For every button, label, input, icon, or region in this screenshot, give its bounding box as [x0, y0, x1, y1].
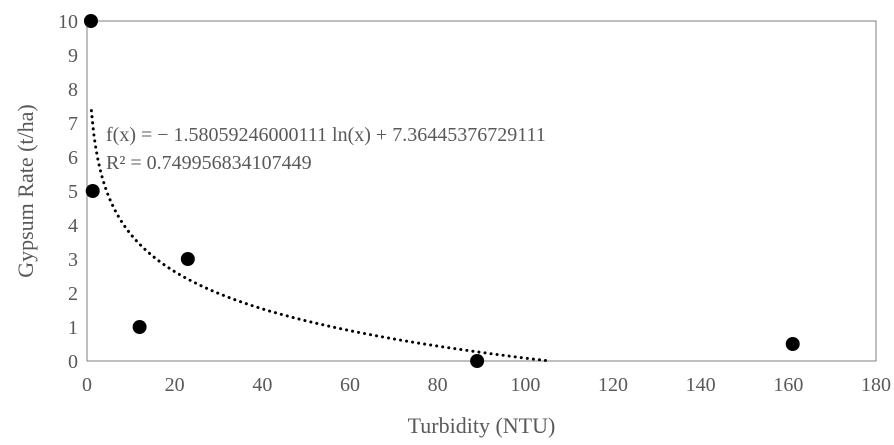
y-tick-label: 0 — [68, 351, 78, 373]
x-tick-label: 120 — [598, 374, 628, 396]
x-axis-title: Turbidity (NTU) — [408, 413, 556, 438]
y-tick-label: 10 — [58, 11, 78, 33]
trendline — [89, 109, 549, 363]
y-axis-title: Gypsum Rate (t/ha) — [13, 104, 38, 278]
data-point — [785, 337, 800, 351]
data-point — [83, 14, 98, 28]
r-squared-label: R² = 0.749956834107449 — [106, 152, 312, 174]
y-tick-label: 8 — [68, 79, 78, 101]
data-points — [83, 14, 800, 368]
y-tick-label: 5 — [68, 181, 78, 203]
y-tick-label: 6 — [68, 147, 78, 169]
x-tick-label: 140 — [686, 374, 716, 396]
x-tick-label: 100 — [510, 374, 540, 396]
y-tick-label: 2 — [68, 283, 78, 305]
x-tick-label: 20 — [165, 374, 185, 396]
y-tick-labels: 0 1 2 3 4 5 6 7 8 9 10 — [58, 11, 78, 373]
y-tick-label: 1 — [68, 317, 78, 339]
data-point — [85, 184, 100, 198]
y-tick-label: 3 — [68, 249, 78, 271]
y-tick-label: 9 — [68, 45, 78, 67]
data-point — [180, 252, 195, 266]
x-tick-label: 160 — [773, 374, 803, 396]
x-tick-label: 60 — [340, 374, 360, 396]
data-point — [132, 320, 147, 334]
x-tick-labels: 0 20 40 60 80 100 120 140 160 180 — [82, 374, 891, 396]
y-tick-label: 7 — [68, 113, 78, 135]
x-tick-label: 0 — [82, 374, 92, 396]
x-tick-label: 180 — [861, 374, 891, 396]
data-point — [470, 354, 485, 368]
trendline-equation: f(x) = − 1.58059246000111 ln(x) + 7.3644… — [106, 124, 546, 146]
plot-area — [86, 20, 877, 362]
x-tick-label: 80 — [428, 374, 448, 396]
y-tick-label: 4 — [68, 215, 78, 237]
x-tick-label: 40 — [252, 374, 272, 396]
